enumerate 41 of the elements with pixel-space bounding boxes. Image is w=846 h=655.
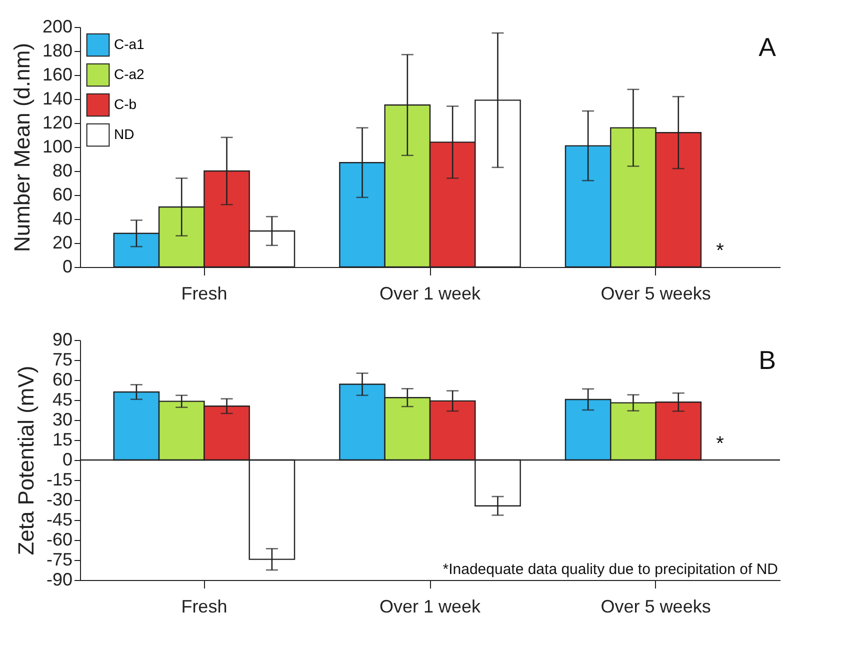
x-tick-label: Over 1 week xyxy=(379,596,482,616)
y-tick-label: 160 xyxy=(42,64,72,84)
y-tick-label: 20 xyxy=(52,232,72,252)
y-tick-label: 0 xyxy=(62,450,72,470)
y-tick-label: 60 xyxy=(52,184,72,204)
legend-label: C-a1 xyxy=(114,36,145,52)
y-axis-title: Zeta Potential (mV) xyxy=(13,366,38,556)
annotation: B xyxy=(758,345,776,375)
y-tick-label: 120 xyxy=(42,112,72,132)
y-tick-label: -60 xyxy=(46,530,72,550)
y-tick-label: 0 xyxy=(62,256,72,276)
y-tick-label: 45 xyxy=(52,390,72,410)
y-tick-label: 75 xyxy=(52,350,72,370)
y-tick-label: 60 xyxy=(52,370,72,390)
annotation: * xyxy=(716,240,724,262)
y-tick-label: -30 xyxy=(46,490,72,510)
y-axis-title: Number Mean (d.nm) xyxy=(9,42,34,252)
y-tick-label: 180 xyxy=(42,40,72,60)
legend-label: C-a2 xyxy=(114,66,145,82)
y-tick-label: 80 xyxy=(52,160,72,180)
legend-label: C-b xyxy=(114,96,137,112)
y-tick-label: 15 xyxy=(52,430,72,450)
y-tick-label: 140 xyxy=(42,88,72,108)
annotation: * xyxy=(716,433,724,455)
x-tick-label: Fresh xyxy=(181,596,228,616)
y-tick-label: 90 xyxy=(52,330,72,350)
y-tick-label: 40 xyxy=(52,208,72,228)
x-tick-label: Over 1 week xyxy=(379,284,482,304)
x-tick-label: Over 5 weeks xyxy=(600,284,711,304)
y-tick-label: 200 xyxy=(42,16,72,36)
x-tick-label: Over 5 weeks xyxy=(600,596,711,616)
y-tick-label: -75 xyxy=(46,550,72,570)
x-tick-label: Fresh xyxy=(181,284,228,304)
annotation: *Inadequate data quality due to precipitation of ND xyxy=(442,561,778,578)
annotation: A xyxy=(758,32,777,62)
y-tick-label: -45 xyxy=(46,510,72,530)
y-tick-label: -90 xyxy=(46,570,72,590)
y-tick-label: 30 xyxy=(52,410,72,430)
y-tick-label: -15 xyxy=(46,470,72,490)
y-tick-label: 100 xyxy=(42,136,72,156)
legend-label: ND xyxy=(114,126,134,142)
